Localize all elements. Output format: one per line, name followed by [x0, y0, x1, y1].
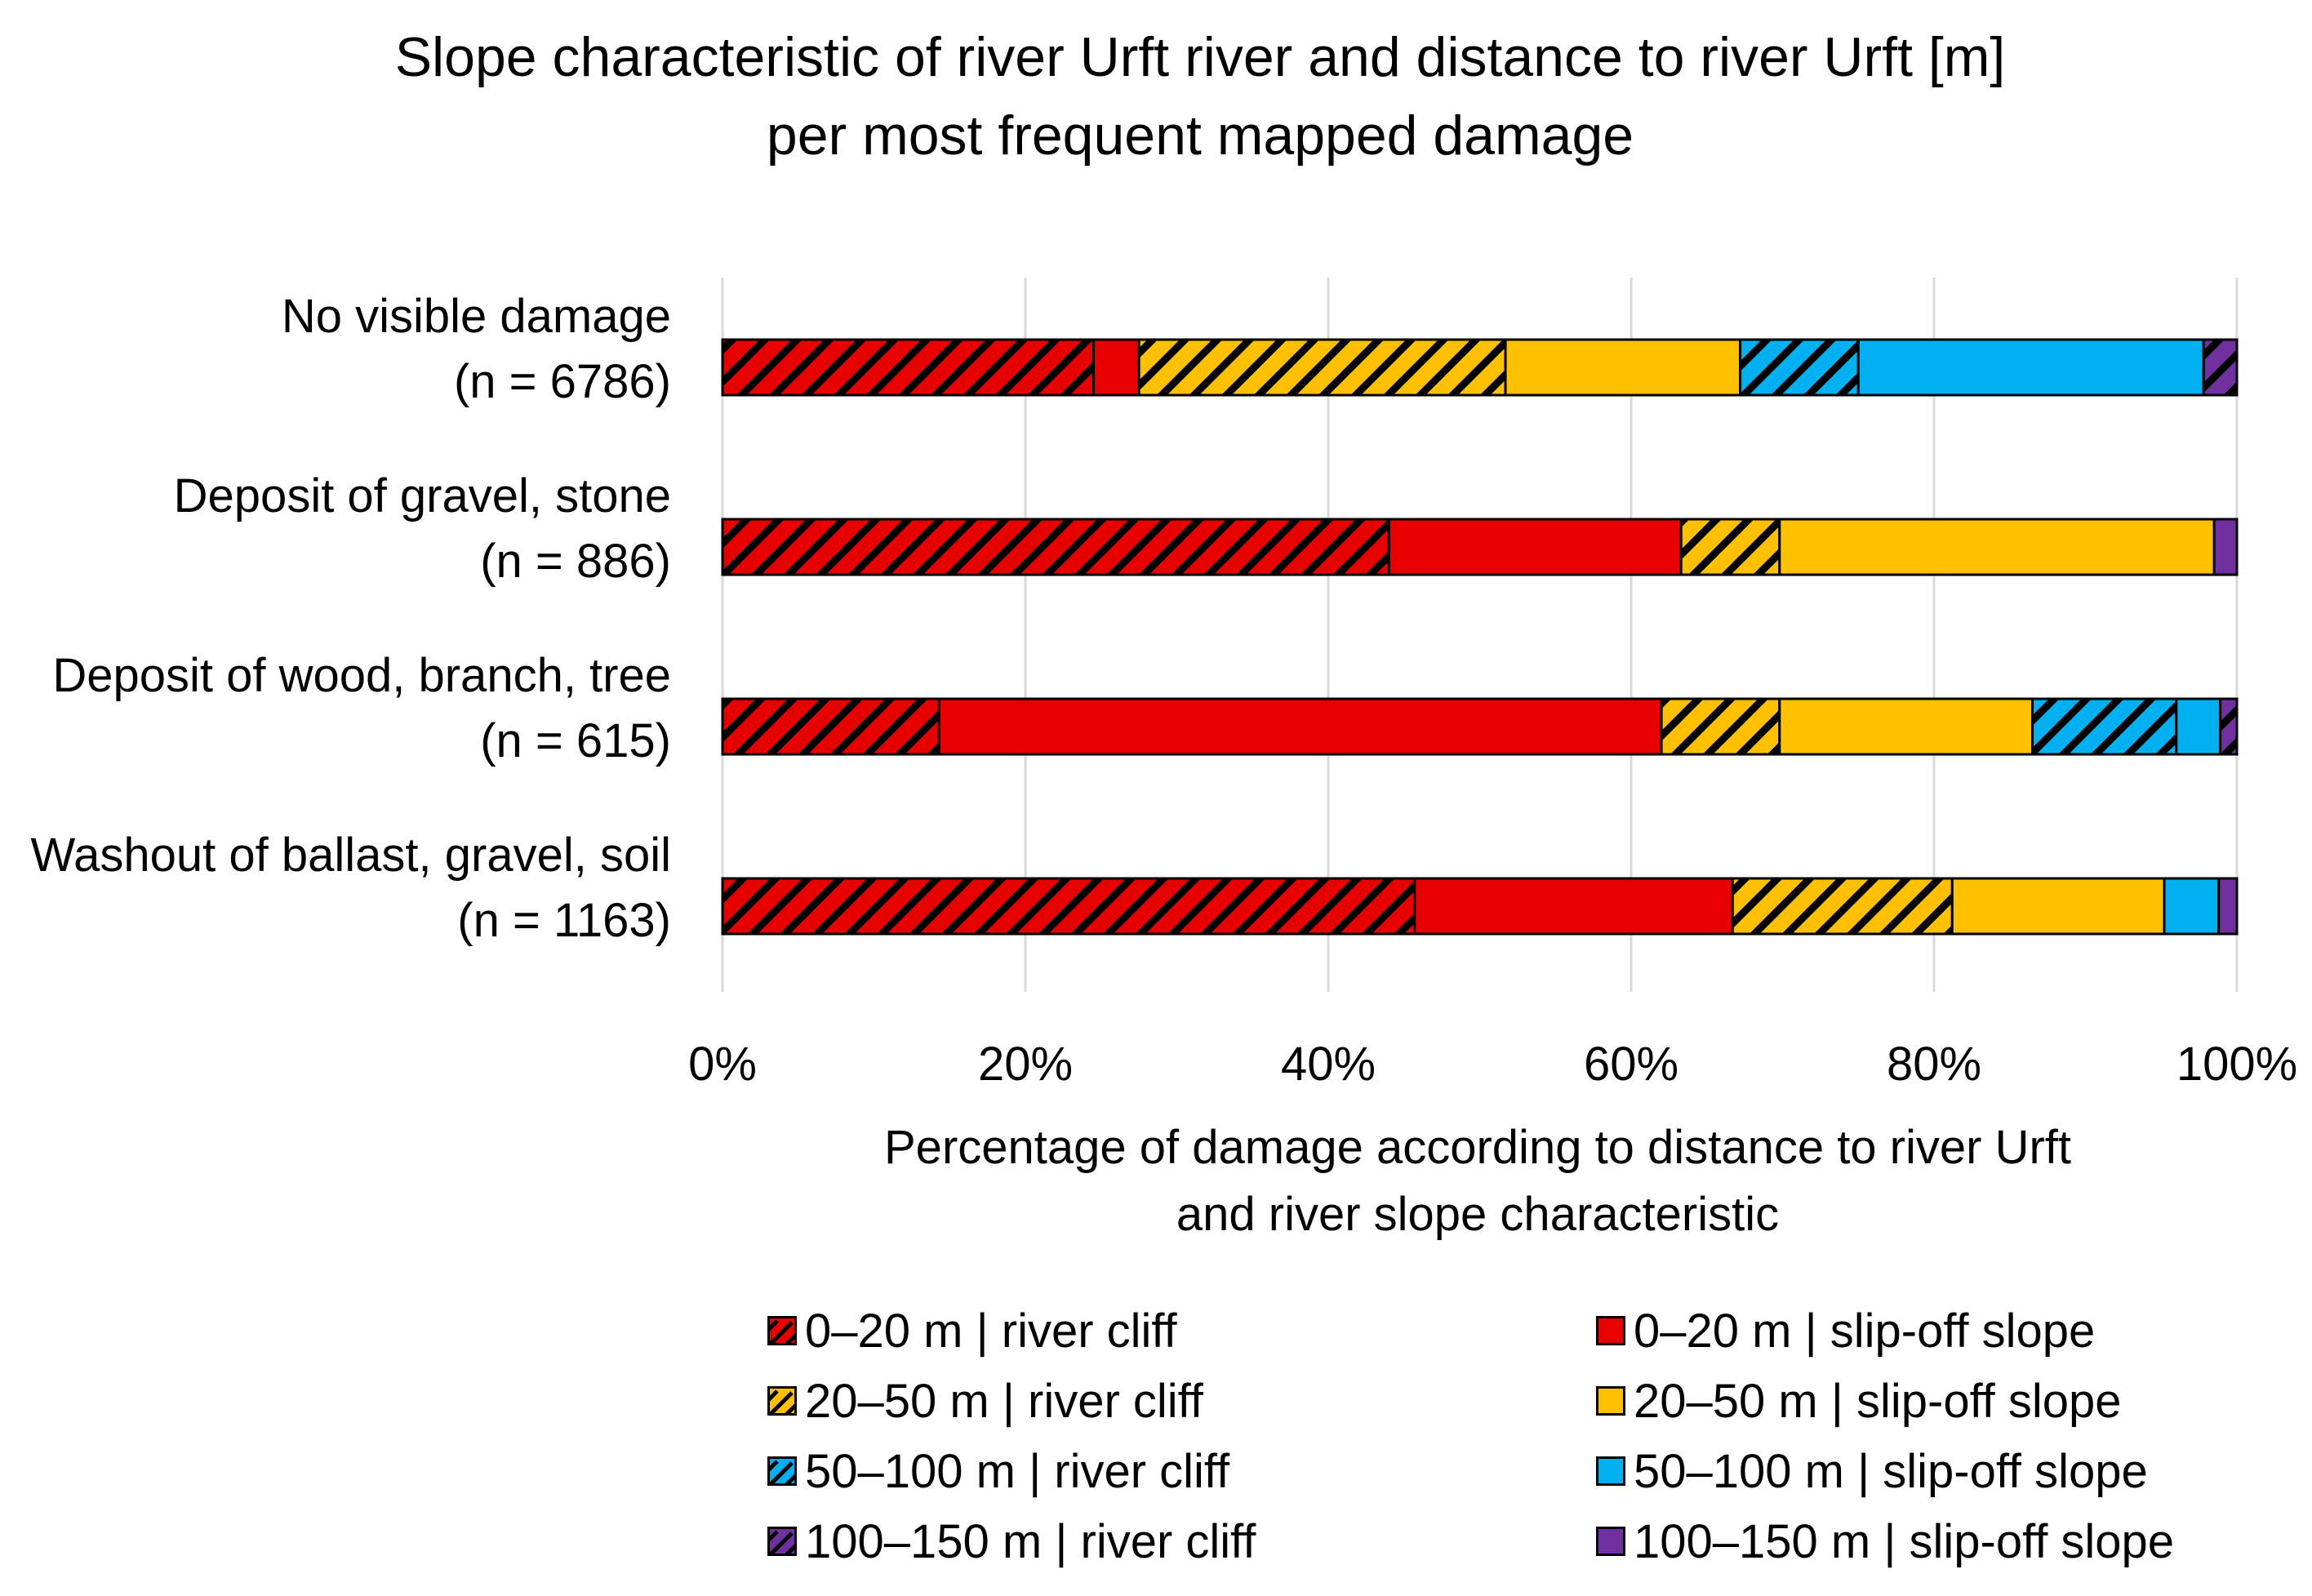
bar-segment — [1137, 338, 1507, 397]
legend-swatch — [767, 1527, 797, 1556]
x-tick-label: 40% — [1280, 1038, 1376, 1091]
bar-segment — [721, 697, 940, 756]
legend-label: 20–50 m | river cliff — [805, 1374, 1203, 1428]
legend-item: 100–150 m | slip-off slope — [1596, 1509, 2174, 1574]
bar-segment — [1504, 338, 1742, 397]
legend-item: 50–100 m | river cliff — [767, 1438, 1229, 1504]
legend-swatch — [1596, 1316, 1625, 1345]
bar-segment — [2175, 697, 2222, 756]
bar-segment — [2219, 697, 2239, 756]
legend-label: 20–50 m | slip-off slope — [1634, 1374, 2122, 1428]
legend-swatch — [1596, 1456, 1625, 1486]
legend-label: 100–150 m | slip-off slope — [1634, 1514, 2175, 1568]
x-tick-label: 0% — [688, 1038, 757, 1091]
bar-segment — [1950, 877, 2166, 936]
category-label: No visible damage (n = 6786) — [282, 284, 671, 415]
category-name: Washout of ballast, gravel, soil — [30, 829, 671, 882]
x-axis-label-line-2: and river slope characteristic — [1176, 1188, 1780, 1241]
bar-segment — [1660, 697, 1781, 756]
category-count: (n = 615) — [480, 714, 671, 767]
bar-segment — [721, 877, 1416, 936]
bar-segment — [1778, 518, 2216, 576]
bar-segment — [2031, 697, 2178, 756]
bar-segment — [721, 338, 1095, 397]
legend-item: 0–20 m | river cliff — [767, 1298, 1177, 1363]
bar-segment — [721, 518, 1390, 576]
x-tick-label: 100% — [2176, 1038, 2298, 1091]
legend-swatch — [1596, 1527, 1625, 1556]
category-count: (n = 1163) — [457, 894, 671, 947]
legend-item: 20–50 m | slip-off slope — [1596, 1368, 2122, 1434]
bar-segment — [1731, 877, 1954, 936]
x-axis-label-line-1: Percentage of damage according to distan… — [884, 1121, 2071, 1174]
grid-lines — [721, 278, 2239, 992]
category-name: Deposit of wood, branch, tree — [52, 649, 671, 702]
legend-item: 20–50 m | river cliff — [767, 1368, 1203, 1434]
category-label: Washout of ballast, gravel, soil (n = 116… — [31, 823, 671, 954]
legend-label: 0–20 m | river cliff — [805, 1304, 1177, 1358]
category-name: Deposit of gravel, stone — [173, 469, 671, 522]
category-count: (n = 6786) — [453, 355, 671, 408]
chart-title-line-2: per most frequent mapped damage — [766, 104, 1634, 167]
legend-item: 50–100 m | slip-off slope — [1596, 1438, 2148, 1504]
bar-segment — [937, 697, 1663, 756]
bar-segment — [2163, 877, 2221, 936]
bar-segment — [1679, 518, 1781, 576]
x-tick-label: 20% — [977, 1038, 1074, 1091]
bar-segment — [1739, 338, 1860, 397]
x-tick-label: 80% — [1886, 1038, 1982, 1091]
category-count: (n = 886) — [480, 535, 671, 588]
bars — [721, 338, 2239, 936]
bar-segment — [2212, 518, 2239, 576]
legend-label: 100–150 m | river cliff — [805, 1514, 1256, 1568]
bar-segment — [2202, 338, 2239, 397]
legend-item: 0–20 m | slip-off slope — [1596, 1298, 2095, 1363]
category-label: Deposit of wood, branch, tree (n = 615) — [52, 643, 671, 774]
bar-segment — [1856, 338, 2205, 397]
chart-title-line-1: Slope characteristic of river Urft river… — [394, 26, 2006, 88]
legend-label: 0–20 m | slip-off slope — [1634, 1304, 2096, 1358]
category-label: Deposit of gravel, stone (n = 886) — [174, 464, 671, 594]
bar-segment — [1092, 338, 1140, 397]
category-name: No visible damage — [281, 290, 671, 343]
bar-segment — [2217, 877, 2239, 936]
x-axis-label: Percentage of damage according to distan… — [735, 1114, 2221, 1248]
legend-swatch — [767, 1316, 797, 1345]
legend-label: 50–100 m | river cliff — [805, 1444, 1230, 1498]
bar-segment — [1413, 877, 1734, 936]
x-tick-label: 60% — [1583, 1038, 1679, 1091]
chart-title: Slope characteristic of river Urft river… — [0, 18, 2312, 175]
legend-label: 50–100 m | slip-off slope — [1634, 1444, 2148, 1498]
legend-item: 100–150 m | river cliff — [767, 1509, 1256, 1574]
bar-segment — [1778, 697, 2034, 756]
legend-swatch — [767, 1456, 797, 1486]
bar-segment — [1387, 518, 1683, 576]
legend-swatch — [1596, 1386, 1625, 1416]
legend-swatch — [767, 1386, 797, 1416]
